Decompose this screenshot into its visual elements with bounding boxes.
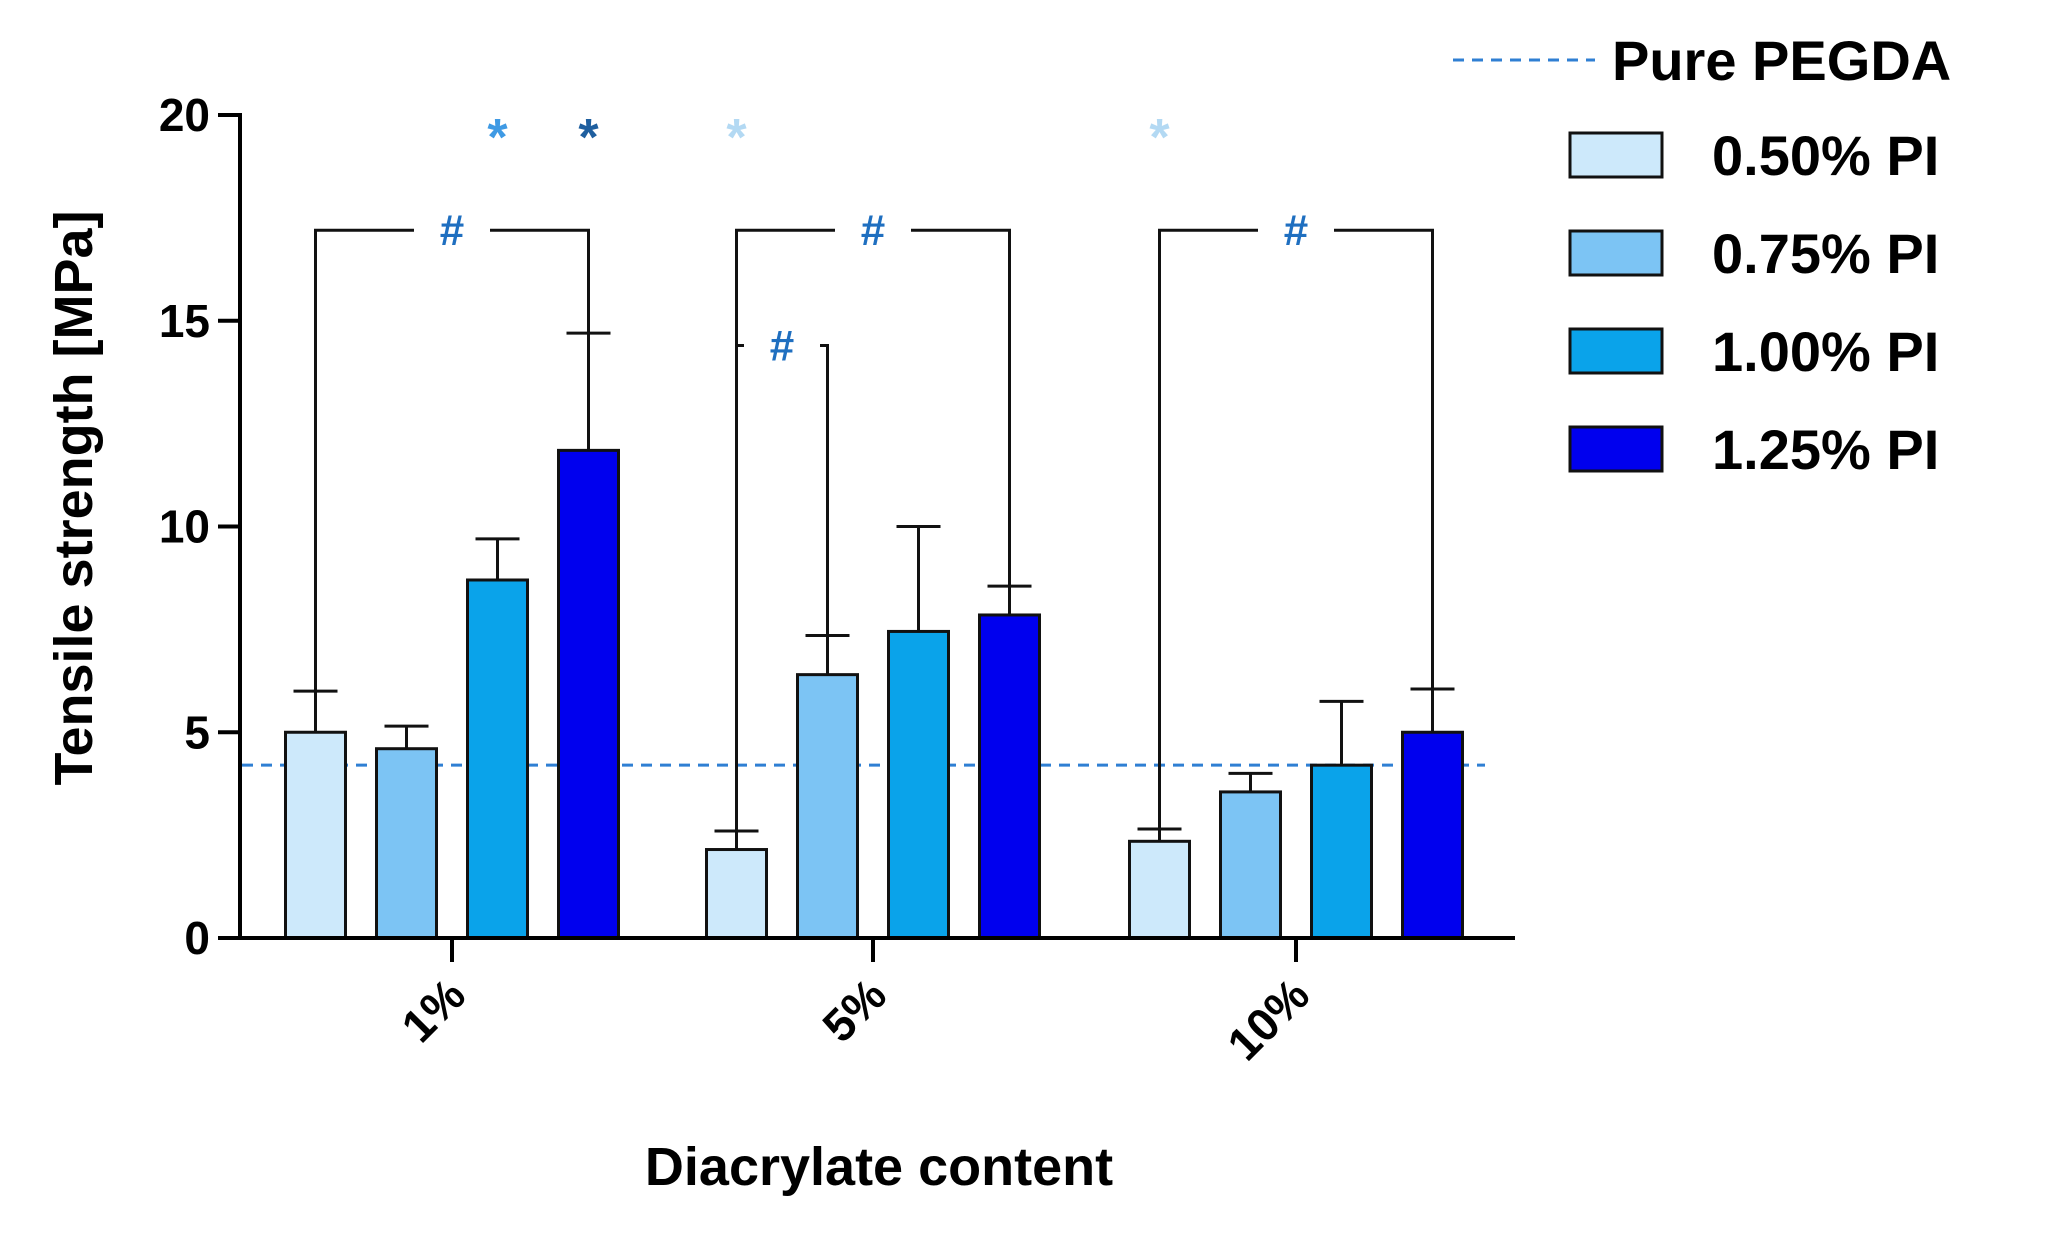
bracket-left [735, 343, 744, 832]
bar [1219, 790, 1282, 940]
y-tick-label: 5 [184, 706, 210, 758]
legend-label-pure-pegda: Pure PEGDA [1612, 29, 1951, 92]
bar [1401, 730, 1464, 940]
y-ticks: 0 5 10 15 20 [159, 89, 240, 964]
significance-star: * [578, 109, 599, 167]
legend-swatch [1568, 425, 1664, 473]
y-tick-label: 15 [159, 295, 210, 347]
bar [557, 448, 620, 940]
y-tick-label: 0 [184, 912, 210, 964]
error-bars [293, 331, 1455, 850]
x-tick-label: 1% [391, 968, 475, 1052]
significance-stars: * * * * [487, 109, 1170, 167]
x-tick-label: 5% [812, 968, 896, 1052]
bar [466, 578, 529, 940]
significance-star: * [487, 109, 508, 167]
significance-star: * [726, 109, 747, 167]
x-tick-label: 10% [1217, 968, 1319, 1070]
bracket-right [911, 228, 1011, 587]
bar [1128, 839, 1191, 940]
legend-label: 0.75% PI [1712, 222, 1939, 285]
bracket-left [314, 228, 414, 692]
y-tick-label: 20 [159, 89, 210, 141]
legend-label: 1.00% PI [1712, 320, 1939, 383]
bars [284, 448, 1464, 940]
bar [375, 747, 438, 940]
significance-hash: # [1284, 206, 1308, 255]
bracket-right [490, 228, 590, 334]
bar [705, 848, 768, 940]
bracket-left [1158, 228, 1258, 829]
significance-hash: # [861, 206, 885, 255]
significance-star: * [1149, 109, 1170, 167]
bar [978, 613, 1041, 940]
legend-swatch [1568, 327, 1664, 375]
bar [887, 629, 950, 940]
y-axis-title: Tensile strength [MPa] [44, 210, 104, 785]
bar [284, 730, 347, 940]
legend: Pure PEGDA 0.50% PI 0.75% PI 1.00% PI 1.25% … [1453, 29, 1951, 481]
bracket-right [1334, 228, 1434, 690]
y-tick-label: 10 [159, 501, 210, 553]
bar [1310, 763, 1373, 940]
x-axis-title: Diacrylate content [645, 1137, 1113, 1197]
legend-label: 0.50% PI [1712, 124, 1939, 187]
bracket-right [820, 343, 829, 636]
bar [796, 673, 859, 940]
legend-label: 1.25% PI [1712, 418, 1939, 481]
significance-brackets: # # # # [314, 206, 1434, 832]
legend-swatch [1568, 131, 1664, 179]
significance-hash: # [770, 321, 794, 370]
legend-swatch [1568, 229, 1664, 277]
significance-hash: # [440, 206, 464, 255]
x-ticks: 1% 5% 10% [391, 938, 1319, 1070]
